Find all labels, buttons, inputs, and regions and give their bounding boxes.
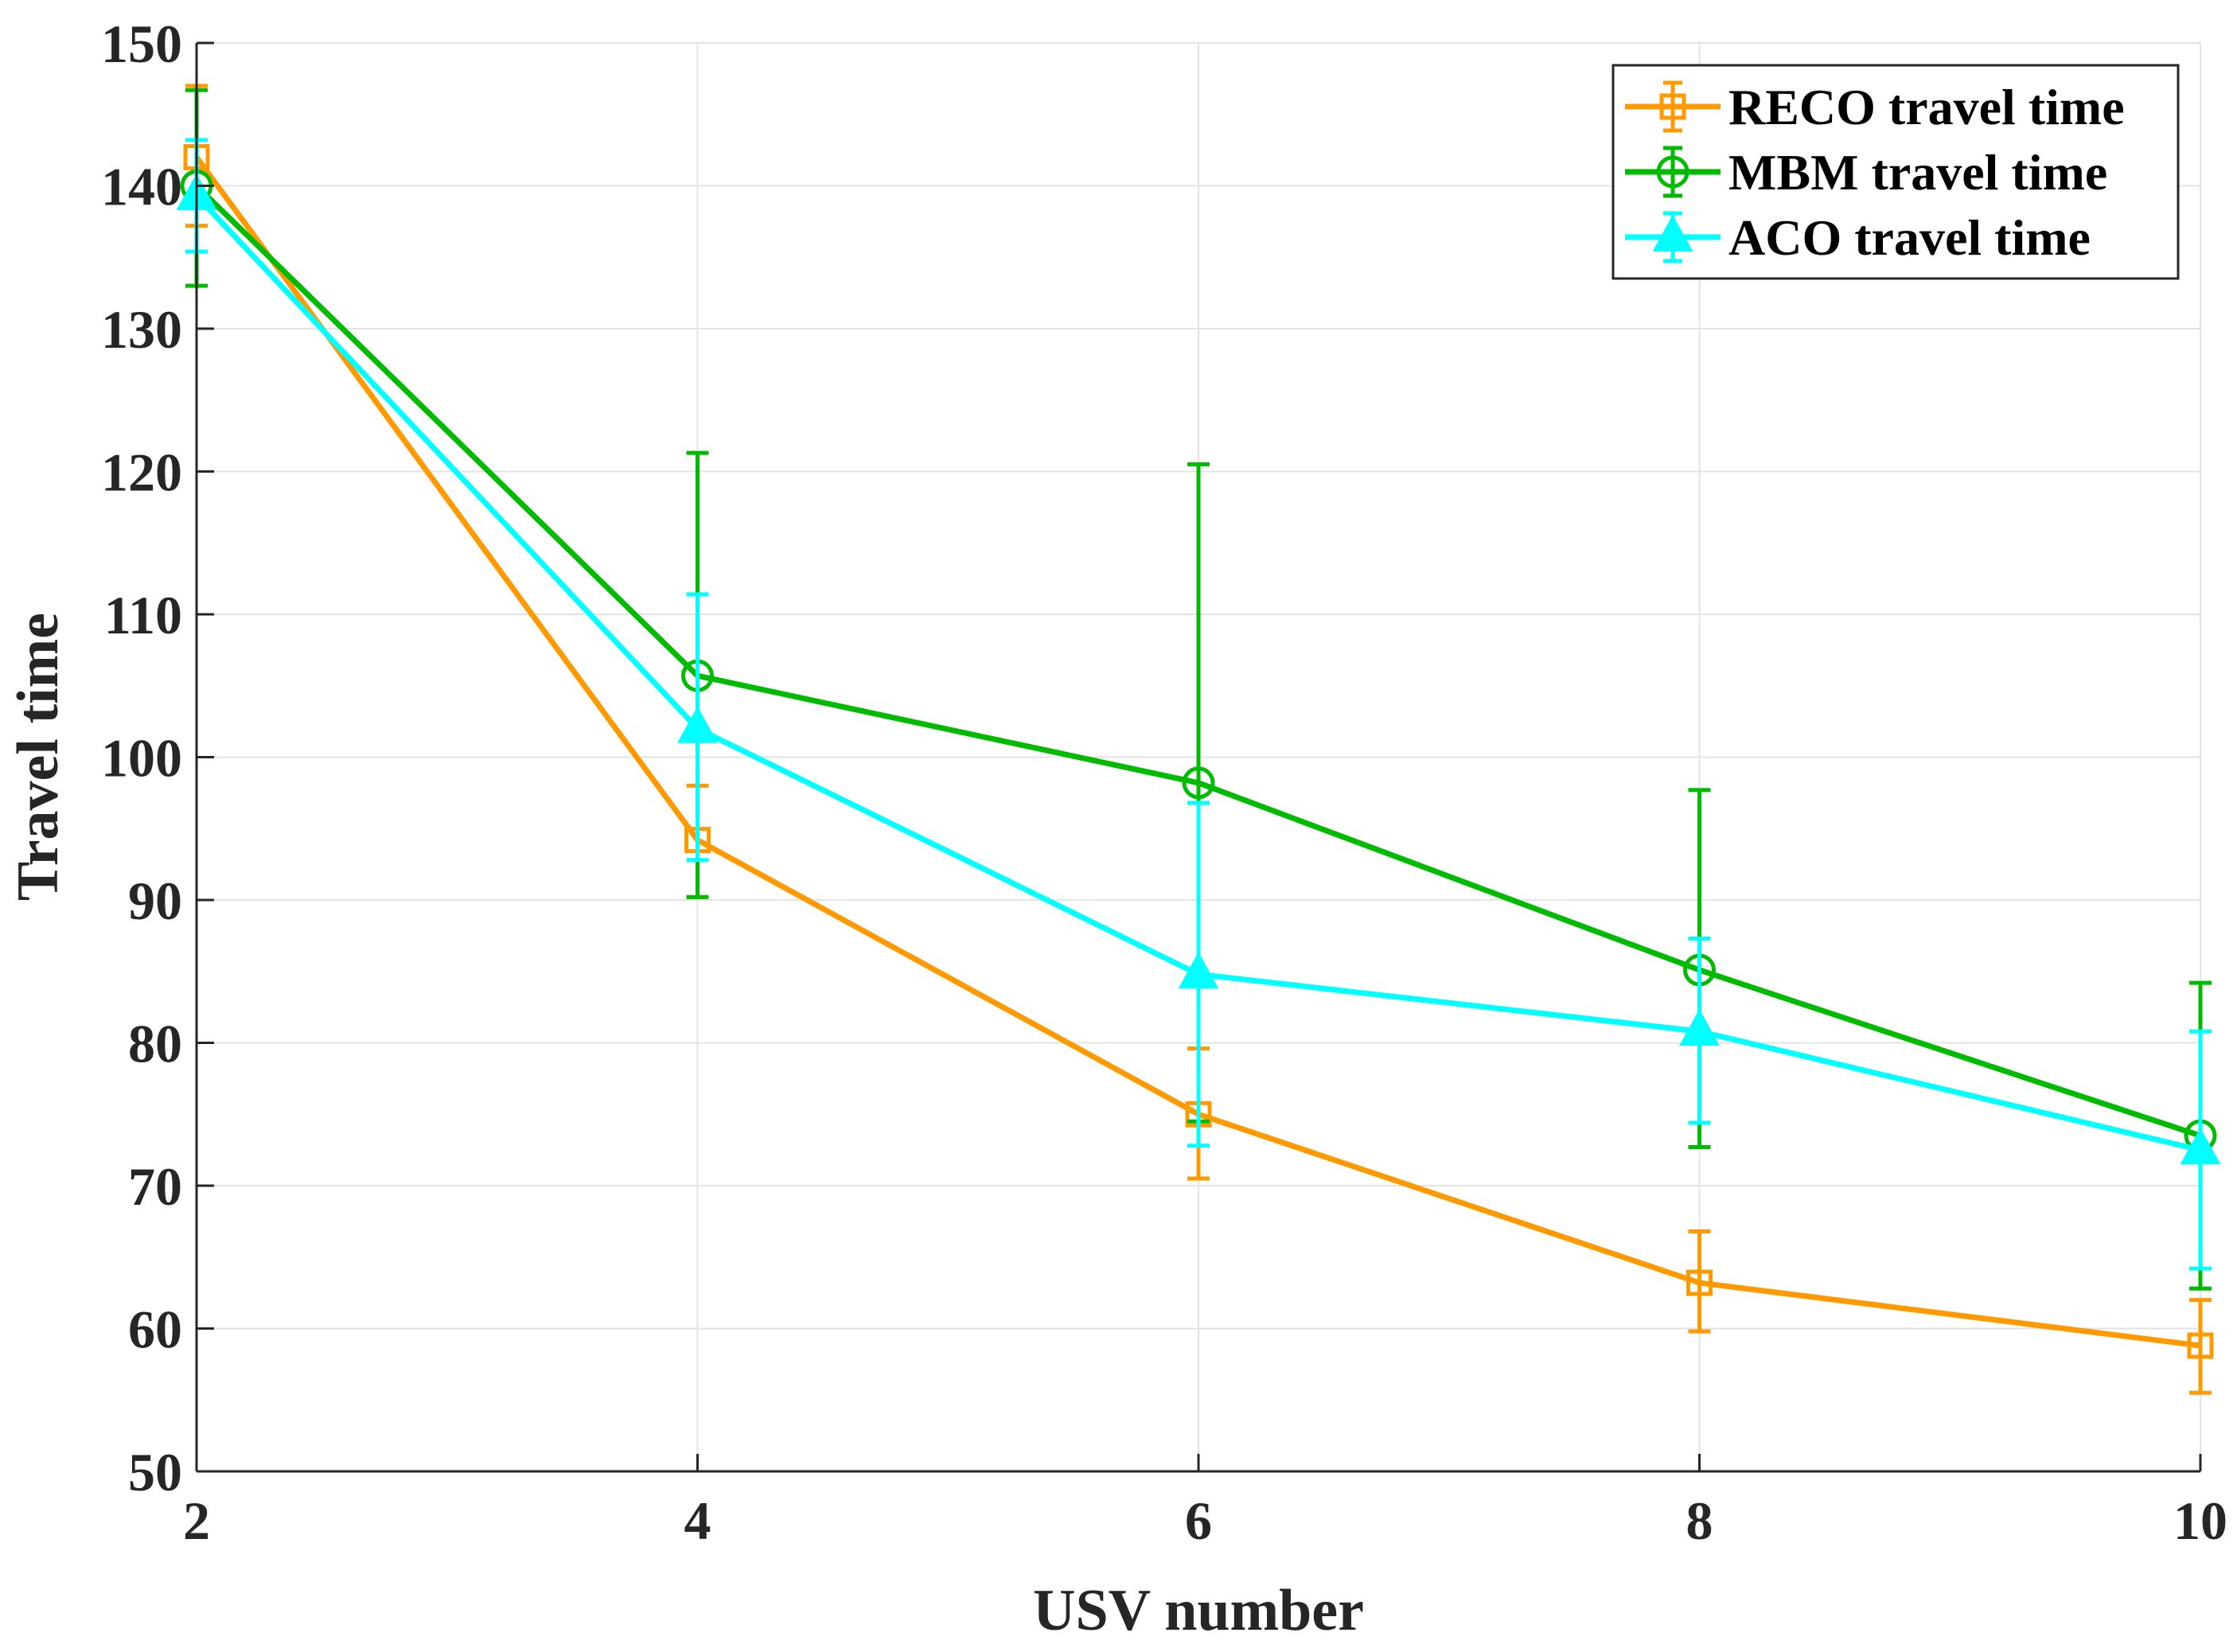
axes bbox=[195, 41, 2202, 1473]
series-aco bbox=[176, 138, 2221, 1271]
y-tick-label: 120 bbox=[101, 442, 182, 503]
series-layer bbox=[176, 84, 2221, 1395]
data-point-marker bbox=[2180, 1127, 2221, 1165]
data-point-marker bbox=[1182, 766, 1215, 800]
legend-label: ACO travel time bbox=[1728, 209, 2091, 266]
legend-item: MBM travel time bbox=[1625, 144, 2107, 201]
data-point-marker bbox=[677, 706, 718, 743]
y-tick-label: 100 bbox=[101, 728, 182, 789]
y-tick-label: 150 bbox=[101, 14, 182, 74]
y-tick-label: 110 bbox=[104, 585, 182, 645]
x-tick-label: 10 bbox=[2173, 1490, 2227, 1551]
y-axis-title: Travel time bbox=[6, 613, 71, 901]
y-tick-label: 80 bbox=[128, 1014, 182, 1074]
x-tick-label: 2 bbox=[183, 1490, 210, 1551]
data-point-marker bbox=[1178, 952, 1219, 989]
data-point-marker bbox=[1686, 1269, 1713, 1296]
y-tick-label: 60 bbox=[128, 1299, 182, 1360]
x-axis-title: USV number bbox=[1033, 1578, 1364, 1643]
y-tick-label: 130 bbox=[101, 299, 182, 360]
y-tick-label: 90 bbox=[128, 871, 182, 931]
legend-item: RECO travel time bbox=[1625, 79, 2125, 135]
y-tick-label: 70 bbox=[128, 1156, 182, 1217]
y-tick-label: 140 bbox=[101, 157, 182, 217]
tick-labels: 2 4 6 8 10 50 60 70 80 90 100 110 120 130 140 150 bbox=[101, 14, 2227, 1551]
legend-label: RECO travel time bbox=[1728, 79, 2125, 135]
data-point-marker bbox=[1659, 93, 1686, 120]
data-point-marker bbox=[1679, 1008, 1720, 1046]
y-tick-label: 50 bbox=[128, 1442, 182, 1502]
x-tick-label: 4 bbox=[684, 1490, 711, 1551]
x-tick-label: 6 bbox=[1185, 1490, 1212, 1551]
legend-item: ACO travel time bbox=[1625, 209, 2091, 266]
data-point-marker bbox=[1656, 155, 1689, 189]
data-point-marker bbox=[2187, 1332, 2214, 1359]
x-tick-label: 8 bbox=[1686, 1490, 1713, 1551]
legend: RECO travel time MBM travel time ACO trave… bbox=[1611, 64, 2180, 280]
legend-label: MBM travel time bbox=[1728, 144, 2107, 201]
data-point-marker bbox=[1652, 214, 1693, 251]
